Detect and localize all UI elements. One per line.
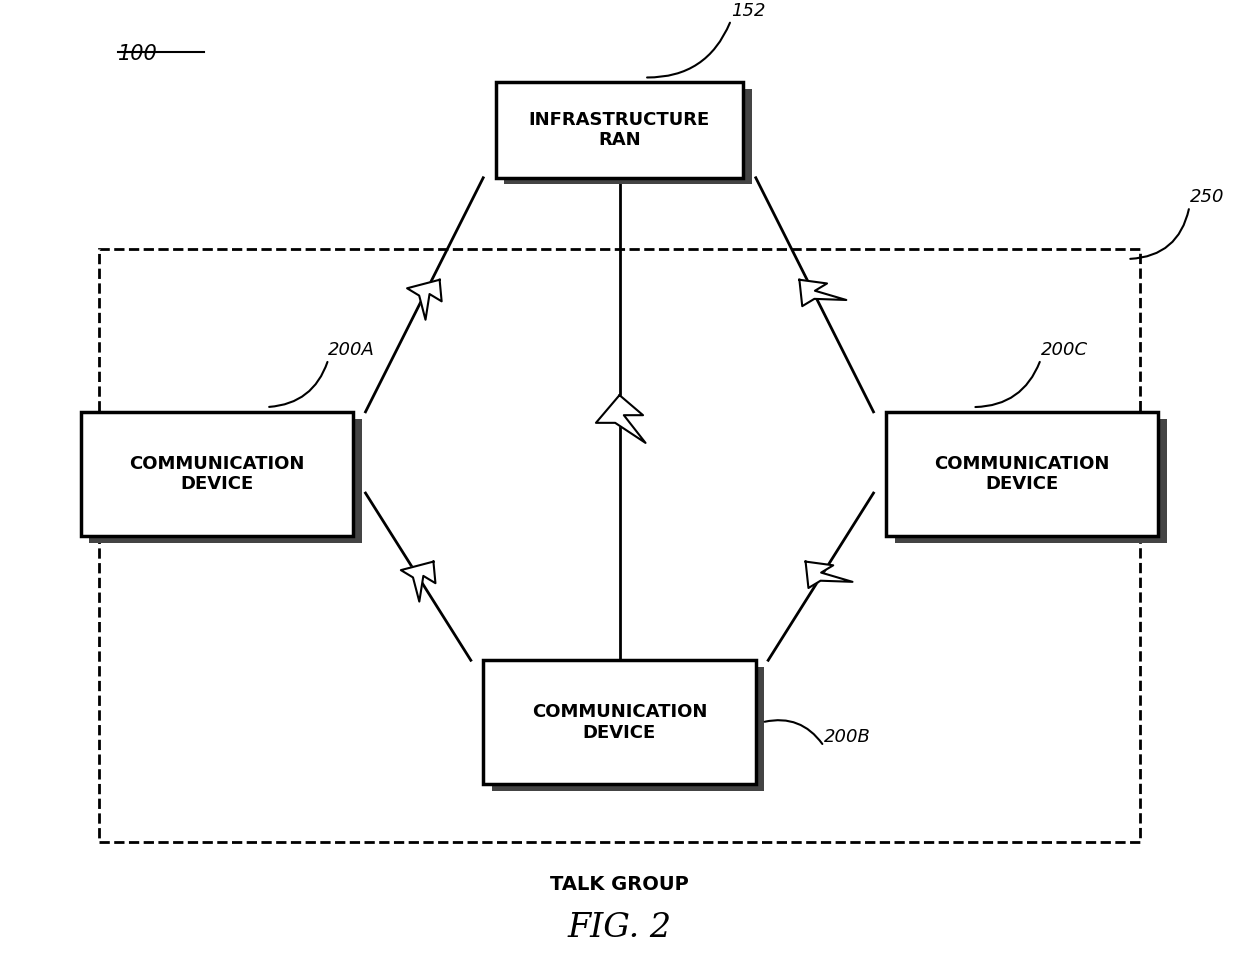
Polygon shape xyxy=(805,561,852,588)
Polygon shape xyxy=(596,395,646,442)
Text: 200B: 200B xyxy=(824,728,871,747)
Text: COMMUNICATION
DEVICE: COMMUNICATION DEVICE xyxy=(129,455,305,494)
Text: COMMUNICATION
DEVICE: COMMUNICATION DEVICE xyxy=(934,455,1110,494)
Polygon shape xyxy=(799,280,846,306)
Text: TALK GROUP: TALK GROUP xyxy=(550,875,689,895)
Polygon shape xyxy=(401,561,435,602)
Bar xyxy=(89,418,362,543)
Text: 200C: 200C xyxy=(1041,341,1088,359)
Bar xyxy=(504,89,752,185)
Text: 200A: 200A xyxy=(328,341,375,359)
Bar xyxy=(492,667,764,791)
Text: COMMUNICATION
DEVICE: COMMUNICATION DEVICE xyxy=(532,703,707,742)
Text: INFRASTRUCTURE
RAN: INFRASTRUCTURE RAN xyxy=(529,110,710,150)
Text: FIG. 2: FIG. 2 xyxy=(567,912,672,944)
Bar xyxy=(483,660,756,784)
Bar xyxy=(886,412,1158,536)
Text: 152: 152 xyxy=(731,2,766,20)
Polygon shape xyxy=(408,280,441,320)
Text: 100: 100 xyxy=(118,44,157,64)
Bar xyxy=(81,412,353,536)
Bar xyxy=(496,82,743,178)
Bar xyxy=(895,418,1167,543)
Bar xyxy=(99,249,1140,841)
Text: 250: 250 xyxy=(1189,188,1224,207)
